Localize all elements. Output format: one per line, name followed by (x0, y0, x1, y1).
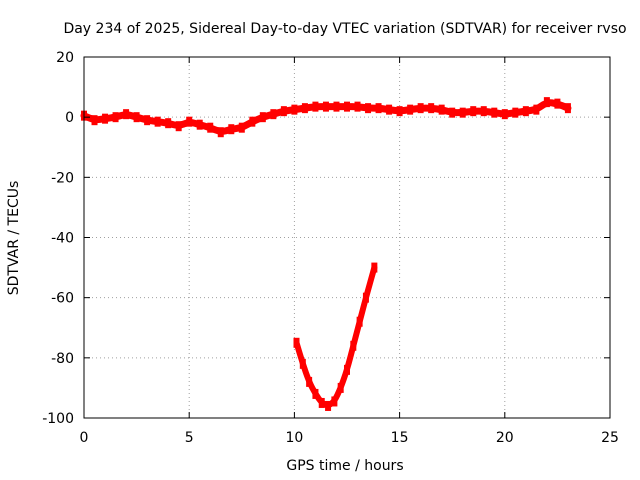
data-point (249, 116, 256, 127)
data-point (344, 364, 350, 375)
data-point (396, 106, 403, 117)
data-point (217, 127, 224, 138)
data-point (133, 112, 140, 123)
y-tick-label: 0 (65, 110, 74, 126)
data-point (291, 104, 298, 115)
x-tick-label: 0 (80, 430, 89, 446)
data-point (91, 115, 98, 126)
x-tick-label: 20 (496, 430, 514, 446)
x-axis-label: GPS time / hours (286, 458, 403, 474)
data-point (280, 106, 287, 117)
data-point (449, 107, 456, 118)
data-point (154, 116, 161, 127)
data-point (365, 103, 372, 114)
data-point (354, 101, 361, 112)
y-tick-label: -60 (51, 291, 74, 307)
data-point (306, 376, 313, 387)
data-point (207, 122, 214, 133)
data-point (228, 124, 235, 135)
data-point (459, 107, 466, 118)
data-point (301, 103, 308, 114)
data-point (375, 103, 382, 114)
y-axis-label: SDTVAR / TECUs (6, 181, 22, 296)
x-tick-label: 15 (391, 430, 409, 446)
data-point (356, 316, 363, 327)
y-tick-label: -20 (51, 170, 74, 186)
y-tick-label: 20 (56, 50, 74, 66)
data-point (501, 109, 508, 120)
data-point (333, 101, 340, 112)
data-point (533, 104, 540, 115)
y-tick-label: -40 (51, 231, 74, 247)
data-point (564, 103, 571, 114)
data-point (337, 382, 344, 393)
data-point (318, 397, 325, 408)
data-point (186, 116, 193, 127)
data-point (325, 400, 332, 411)
y-tick-label: -100 (42, 411, 74, 427)
data-point (293, 337, 300, 348)
data-point (299, 358, 306, 369)
data-point (371, 262, 378, 273)
data-point (270, 109, 277, 120)
data-point (491, 107, 498, 118)
x-tick-label: 5 (185, 430, 194, 446)
y-tick-label: -80 (51, 351, 74, 367)
data-point (144, 115, 151, 126)
series-line (293, 264, 378, 409)
data-point (480, 106, 487, 117)
data-point (512, 107, 519, 118)
data-point (123, 109, 130, 120)
data-point (350, 340, 357, 351)
data-point (175, 121, 182, 132)
chart-title: Day 234 of 2025, Sidereal Day-to-day VTE… (63, 21, 626, 37)
data-point (102, 113, 109, 124)
data-point (438, 104, 445, 115)
data-point (165, 118, 172, 129)
data-point (522, 106, 529, 117)
data-point (312, 388, 319, 399)
data-point (470, 106, 477, 117)
data-point (386, 104, 393, 115)
data-point (344, 101, 350, 112)
data-point (238, 122, 245, 133)
data-point (362, 292, 369, 303)
data-point (554, 98, 561, 109)
data-point (259, 112, 266, 123)
data-point (428, 103, 435, 114)
data-point (312, 101, 319, 112)
data-point (331, 396, 338, 407)
data-point (407, 104, 414, 115)
data-point (543, 97, 550, 108)
x-tick-label: 10 (285, 430, 303, 446)
data-point (417, 103, 424, 114)
x-tick-label: 25 (601, 430, 619, 446)
data-point (196, 119, 203, 130)
data-point (112, 112, 119, 123)
axis-ticks: 0 5 10 15 20 25 -100 -80 -60 -40 -20 0 20 (42, 50, 619, 446)
data-point (322, 101, 329, 112)
